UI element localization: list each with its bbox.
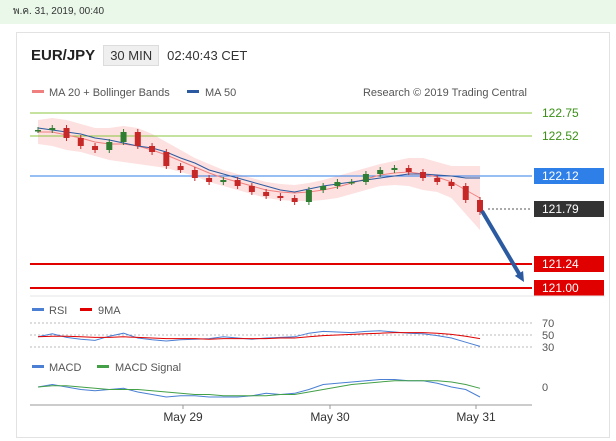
candle-body bbox=[206, 178, 213, 182]
support-label-box bbox=[534, 280, 604, 296]
timeframe-button[interactable]: 30 MIN bbox=[103, 44, 160, 66]
ma50-line bbox=[37, 127, 480, 193]
candle-body bbox=[77, 138, 84, 146]
macd-signal-line bbox=[37, 380, 481, 397]
macd-signal-legend-swatch bbox=[97, 365, 109, 368]
resistance-label: 122.52 bbox=[542, 129, 579, 143]
rsi-tick-label: 30 bbox=[542, 342, 554, 354]
support-label: 121.24 bbox=[542, 257, 579, 271]
rsi-tick-label: 70 bbox=[542, 318, 554, 330]
candle-body bbox=[334, 182, 341, 186]
candle-body bbox=[305, 190, 312, 202]
candle-body bbox=[234, 180, 241, 186]
macd-legend-label: MACD bbox=[49, 362, 81, 374]
pivot-label: 122.12 bbox=[542, 169, 579, 183]
candle-body bbox=[291, 198, 298, 202]
rsi-9ma-legend-label: 9MA bbox=[98, 305, 121, 317]
date-bar: พ.ค. 31, 2019, 00:40 bbox=[0, 0, 616, 24]
last-price-label: 121.79 bbox=[542, 202, 579, 216]
symbol-label: EUR/JPY bbox=[31, 46, 96, 64]
bollinger-band-fill bbox=[38, 118, 480, 230]
candle-body bbox=[419, 172, 426, 178]
forecast-arrow-head bbox=[514, 271, 524, 282]
candle-body bbox=[35, 130, 41, 132]
date-text: พ.ค. 31, 2019, 00:40 bbox=[13, 6, 105, 17]
candle-body bbox=[277, 196, 284, 198]
candle-body bbox=[134, 132, 141, 146]
candle-body bbox=[191, 170, 198, 178]
last-price-box bbox=[534, 201, 604, 217]
credit-text: Research © 2019 Trading Central bbox=[363, 87, 527, 99]
candle-body bbox=[263, 192, 270, 196]
ma20-legend-label: MA 20 + Bollinger Bands bbox=[49, 87, 170, 99]
candle-body bbox=[92, 146, 99, 150]
rsi-tick-label: 50 bbox=[542, 330, 554, 342]
candle-body bbox=[163, 152, 170, 166]
candle-body bbox=[391, 168, 398, 170]
rsi-9ma-legend-swatch bbox=[80, 308, 92, 311]
macd-legend-swatch bbox=[32, 365, 44, 368]
support-label-box bbox=[534, 256, 604, 272]
ma50-legend-swatch bbox=[187, 90, 199, 93]
candle-body bbox=[120, 132, 127, 142]
rsi-9ma-line bbox=[37, 332, 481, 340]
candle-body bbox=[149, 146, 156, 152]
candle-body bbox=[177, 166, 184, 170]
x-tick-label: May 30 bbox=[310, 410, 350, 424]
candle-body bbox=[462, 186, 469, 200]
candle-body bbox=[220, 180, 227, 182]
candle-body bbox=[448, 182, 455, 186]
forecast-arrow-shaft bbox=[480, 209, 523, 278]
candle-body bbox=[106, 142, 113, 150]
candle-body bbox=[434, 178, 441, 182]
x-tick-label: May 31 bbox=[456, 410, 496, 424]
time-label: 02:40:43 CET bbox=[167, 47, 248, 63]
support-label: 121.00 bbox=[542, 281, 579, 295]
pivot-label-box bbox=[534, 168, 604, 184]
macd-line bbox=[37, 379, 481, 398]
candle-body bbox=[405, 168, 412, 172]
chart-panel: EUR/JPY 30 MIN 02:40:43 CET bbox=[16, 32, 610, 438]
ma50-legend-label: MA 50 bbox=[205, 87, 236, 99]
candle-body bbox=[63, 128, 70, 138]
ma20-legend-swatch bbox=[32, 90, 44, 93]
rsi-legend-swatch bbox=[32, 308, 44, 311]
rsi-legend-label: RSI bbox=[49, 305, 67, 317]
candle-body bbox=[320, 186, 327, 190]
macd-tick-label: 0 bbox=[542, 382, 548, 394]
x-tick-label: May 29 bbox=[163, 410, 203, 424]
chart-header: EUR/JPY 30 MIN 02:40:43 CET bbox=[31, 43, 247, 67]
candle-body bbox=[362, 174, 369, 182]
resistance-label: 122.75 bbox=[542, 106, 579, 120]
candle-body bbox=[477, 200, 483, 212]
candle-body bbox=[348, 182, 355, 184]
candle-body bbox=[248, 186, 255, 192]
macd-signal-legend-label: MACD Signal bbox=[115, 362, 181, 374]
candle-body bbox=[49, 128, 56, 130]
candle-body bbox=[377, 170, 384, 174]
